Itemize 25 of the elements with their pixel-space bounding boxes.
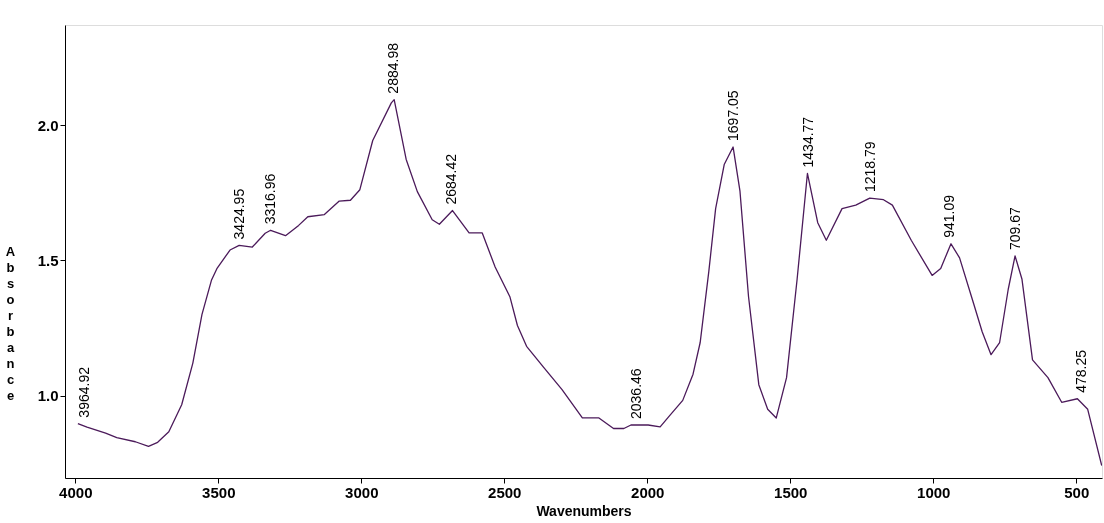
text: Absorbance bbox=[5, 244, 16, 403]
x-tick-label: 3000 bbox=[345, 483, 379, 501]
annotation: 2684.42 bbox=[442, 153, 459, 205]
annotation: 2036.46 bbox=[627, 368, 644, 419]
annotation: 941.09 bbox=[941, 194, 958, 238]
x-tick-label: 1500 bbox=[774, 483, 808, 501]
annotation: 3424.95 bbox=[230, 188, 247, 240]
x-axis-title: Wavenumbers bbox=[536, 502, 632, 519]
x-tick-label: 2000 bbox=[631, 483, 665, 501]
annotation: 3964.92 bbox=[76, 366, 93, 418]
annotation: 3316.96 bbox=[261, 173, 278, 225]
y-tick-label: 1.5 bbox=[37, 251, 59, 269]
annotation: 1434.77 bbox=[799, 116, 816, 168]
x-tick-label: 4000 bbox=[59, 483, 93, 501]
annotation: 2884.98 bbox=[385, 42, 402, 94]
y-tick-label: 1.0 bbox=[37, 387, 59, 405]
x-tick-label: 2500 bbox=[488, 483, 522, 501]
x-tick-label: 1000 bbox=[917, 483, 951, 501]
annotation: 1697.05 bbox=[724, 90, 741, 141]
annotation: 478.25 bbox=[1073, 349, 1090, 393]
x-tick-label: 500 bbox=[1064, 483, 1090, 501]
annotation: 1218.79 bbox=[861, 141, 878, 193]
annotation: 709.67 bbox=[1007, 206, 1024, 250]
y-tick-label: 2.0 bbox=[37, 116, 59, 134]
x-tick-label: 3500 bbox=[202, 483, 236, 501]
